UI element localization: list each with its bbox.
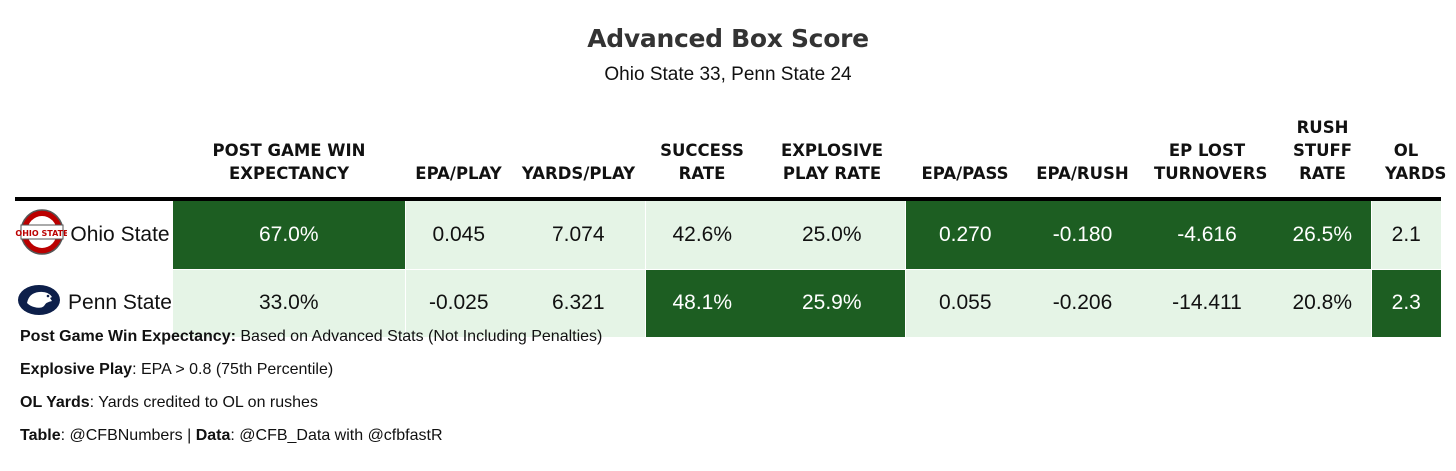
column-header: YARDS/PLAY [512, 100, 645, 199]
column-header: EXPLOSIVE PLAY RATE [759, 100, 905, 199]
svg-text:OHIO STATE: OHIO STATE [15, 229, 67, 238]
column-header: RUSH STUFF RATE [1274, 100, 1371, 199]
column-header: EPA/PLAY [405, 100, 512, 199]
footnote-explosive-play: Explosive Play: EPA > 0.8 (75th Percenti… [20, 353, 602, 386]
column-header: EPA/PASS [905, 100, 1025, 199]
chart-subtitle: Ohio State 33, Penn State 24 [0, 64, 1456, 86]
column-header: POST GAME WIN EXPECTANCY [173, 100, 405, 199]
credit-line: Table: @CFBNumbers | Data: @CFB_Data wit… [20, 419, 602, 452]
credit-data-label: Data [196, 427, 231, 444]
table-cell: 42.6% [645, 199, 759, 269]
table-cell: 0.045 [405, 199, 512, 269]
table-cell: 2.1 [1371, 199, 1441, 269]
credit-table-value: : @CFBNumbers | [61, 427, 196, 444]
column-header: EPA/RUSH [1025, 100, 1140, 199]
table-cell: 0.270 [905, 199, 1025, 269]
chart-title: Advanced Box Score [0, 24, 1456, 53]
column-header: OL YARDS [1371, 100, 1441, 199]
footnote-ol-yards: OL Yards: Yards credited to OL on rushes [20, 386, 602, 419]
footnote-label: Explosive Play [20, 361, 132, 378]
table-cell: 7.074 [512, 199, 645, 269]
team-header [67, 100, 173, 199]
table-cell: -4.616 [1140, 199, 1274, 269]
table-cell: 25.0% [759, 199, 905, 269]
header-row: POST GAME WIN EXPECTANCY EPA/PLAY YARDS/… [15, 100, 1441, 199]
credit-table-label: Table [20, 427, 61, 444]
table-cell: 2.3 [1371, 269, 1441, 337]
footnote-text: Based on Advanced Stats (Not Including P… [236, 328, 602, 345]
column-header: SUCCESS RATE [645, 100, 759, 199]
table-row: OHIO STATE Ohio State 67.0% 0.045 7.074 … [15, 199, 1441, 269]
team-name: Ohio State [67, 199, 173, 269]
table-cell: 48.1% [645, 269, 759, 337]
table-cell: 67.0% [173, 199, 405, 269]
table-cell: 0.055 [905, 269, 1025, 337]
credit-data-value: : @CFB_Data with @cfbfastR [230, 427, 442, 444]
footnote-win-expectancy: Post Game Win Expectancy: Based on Advan… [20, 320, 602, 353]
footnote-text: : EPA > 0.8 (75th Percentile) [132, 361, 333, 378]
table-cell: 25.9% [759, 269, 905, 337]
table-cell: -0.206 [1025, 269, 1140, 337]
table-cell: -0.180 [1025, 199, 1140, 269]
footnote-label: Post Game Win Expectancy: [20, 328, 236, 345]
footnote-text: : Yards credited to OL on rushes [90, 394, 318, 411]
column-header: EP LOST TURNOVERS [1140, 100, 1274, 199]
logo-header [15, 100, 67, 199]
ohio-state-logo: OHIO STATE [15, 199, 67, 269]
footnote-label: OL Yards [20, 394, 90, 411]
advanced-box-score-table: POST GAME WIN EXPECTANCY EPA/PLAY YARDS/… [15, 100, 1441, 337]
footnotes: Post Game Win Expectancy: Based on Advan… [20, 320, 602, 452]
table-cell: 20.8% [1274, 269, 1371, 337]
table-cell: -14.411 [1140, 269, 1274, 337]
table-cell: 26.5% [1274, 199, 1371, 269]
